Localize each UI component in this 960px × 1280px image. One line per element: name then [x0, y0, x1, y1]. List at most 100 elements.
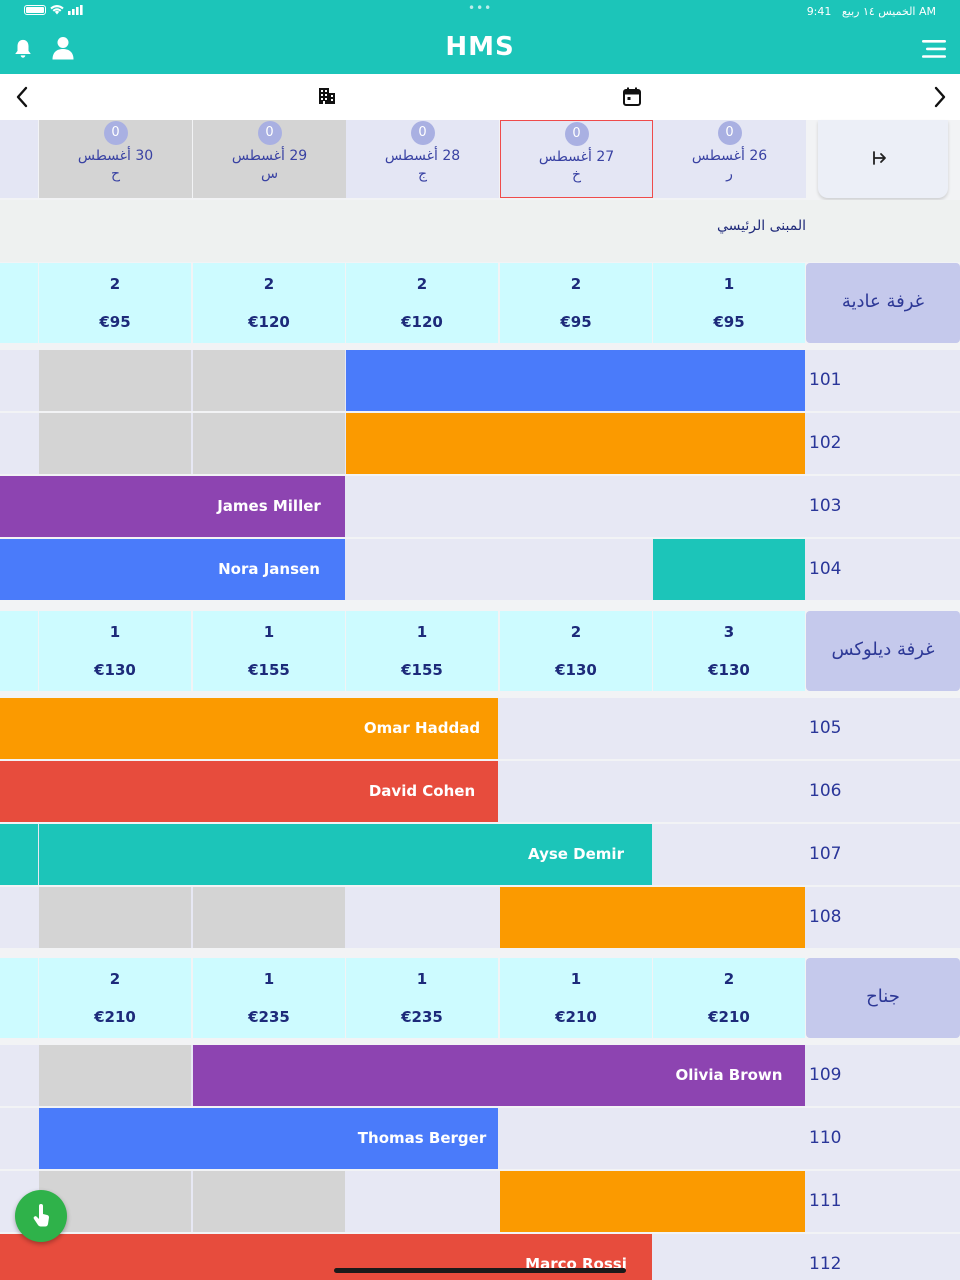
- room-day-cell[interactable]: [653, 1234, 805, 1280]
- floating-action-button[interactable]: [15, 1190, 67, 1242]
- room-row: 102: [0, 413, 960, 476]
- room-number[interactable]: 103: [806, 476, 960, 537]
- date-column-header[interactable]: 0 26 أغسطس ر: [653, 120, 806, 198]
- booking-bar[interactable]: James Miller: [0, 476, 345, 537]
- booking-bar[interactable]: [500, 1171, 805, 1232]
- availability-price-cell[interactable]: 1 €235: [346, 958, 498, 1038]
- room-type-row: 2 €210 1 €235 1 €235 1 €210 2 €210 جناح: [0, 958, 960, 1038]
- booking-bar[interactable]: Omar Haddad: [0, 698, 498, 759]
- room-number[interactable]: 112: [806, 1234, 960, 1280]
- availability-price-cell[interactable]: 2 €210: [653, 958, 805, 1038]
- available-count: 1: [723, 275, 735, 293]
- room-day-cell[interactable]: [653, 761, 805, 822]
- room-number[interactable]: 108: [806, 887, 960, 948]
- availability-price-cell[interactable]: 2 €130: [500, 611, 652, 691]
- booking-bar[interactable]: [653, 539, 805, 600]
- availability-price-cell[interactable]: 2 €210: [39, 958, 191, 1038]
- user-icon[interactable]: [52, 36, 74, 60]
- availability-price-cell[interactable]: 1 €155: [346, 611, 498, 691]
- room-day-cell[interactable]: [193, 350, 345, 411]
- room-day-cell[interactable]: [346, 539, 498, 600]
- room-day-cell[interactable]: [0, 887, 38, 948]
- room-number[interactable]: 105: [806, 698, 960, 759]
- booking-bar[interactable]: Ayse Demir: [39, 824, 652, 885]
- room-day-cell[interactable]: [39, 413, 191, 474]
- availability-price-cell[interactable]: 2 €95: [500, 263, 652, 343]
- booking-bar[interactable]: [0, 824, 38, 885]
- room-number[interactable]: 106: [806, 761, 960, 822]
- room-day-cell[interactable]: [0, 413, 38, 474]
- room-day-cell[interactable]: [653, 1108, 805, 1169]
- nightly-price: €95: [99, 313, 131, 331]
- booking-bar[interactable]: [346, 413, 805, 474]
- room-day-cell[interactable]: [193, 413, 345, 474]
- room-day-cell[interactable]: [500, 539, 652, 600]
- date-column-header[interactable]: 0 30 أغسطس ح: [39, 120, 192, 198]
- room-number[interactable]: 110: [806, 1108, 960, 1169]
- room-day-cell[interactable]: [346, 476, 498, 537]
- room-day-cell[interactable]: [653, 476, 805, 537]
- room-number[interactable]: 111: [806, 1171, 960, 1232]
- room-day-cell[interactable]: [500, 476, 652, 537]
- room-day-cell[interactable]: [39, 887, 191, 948]
- room-number[interactable]: 109: [806, 1045, 960, 1106]
- nightly-price: €210: [94, 1008, 136, 1026]
- room-day-cell[interactable]: [653, 698, 805, 759]
- room-number[interactable]: 107: [806, 824, 960, 885]
- room-day-cell[interactable]: [39, 350, 191, 411]
- status-time: 9:41 AM: [806, 5, 936, 18]
- room-day-cell[interactable]: [500, 698, 652, 759]
- date-column-header[interactable]: 0 27 أغسطس خ: [500, 120, 653, 198]
- menu-icon[interactable]: [922, 40, 946, 58]
- availability-price-cell[interactable]: 1 €130: [39, 611, 191, 691]
- room-day-cell[interactable]: [500, 761, 652, 822]
- multitask-dots[interactable]: •••: [468, 1, 493, 15]
- room-type-label: غرفة ديلوكس: [806, 611, 960, 691]
- room-day-cell[interactable]: [0, 1045, 38, 1106]
- room-day-cell[interactable]: [346, 887, 498, 948]
- collapse-sidebar-button[interactable]: [818, 120, 948, 198]
- room-day-cell[interactable]: [39, 1045, 191, 1106]
- date-weekday: ر: [726, 166, 733, 182]
- room-row: 111: [0, 1171, 960, 1234]
- available-count: 2: [416, 275, 428, 293]
- room-day-cell[interactable]: [0, 1108, 38, 1169]
- date-column-header[interactable]: 0 29 أغسطس س: [193, 120, 346, 198]
- date-column-header[interactable]: 0 28 أغسطس ج: [346, 120, 499, 198]
- chevron-right-icon[interactable]: [932, 86, 948, 108]
- nightly-price: €210: [555, 1008, 597, 1026]
- chevron-left-icon[interactable]: [14, 86, 30, 108]
- availability-price-cell[interactable]: 1 €210: [500, 958, 652, 1038]
- availability-price-cell[interactable]: 2 €95: [39, 263, 191, 343]
- room-day-cell[interactable]: [500, 1108, 652, 1169]
- booking-bar[interactable]: [500, 887, 805, 948]
- navigation-bar: [0, 74, 960, 120]
- availability-price-cell[interactable]: 2 €120: [193, 263, 345, 343]
- availability-price-cell[interactable]: 3 €130: [653, 611, 805, 691]
- bell-icon[interactable]: [12, 38, 34, 60]
- booking-bar[interactable]: [346, 350, 805, 411]
- booking-bar[interactable]: Nora Jansen: [0, 539, 345, 600]
- room-number[interactable]: 102: [806, 413, 960, 474]
- booking-bar[interactable]: Olivia Brown: [193, 1045, 805, 1106]
- room-number[interactable]: 101: [806, 350, 960, 411]
- availability-price-cell[interactable]: 2 €120: [346, 263, 498, 343]
- room-day-cell[interactable]: [653, 824, 805, 885]
- room-day-cell[interactable]: [193, 887, 345, 948]
- availability-price-cell[interactable]: 1 €235: [193, 958, 345, 1038]
- booking-bar[interactable]: Thomas Berger: [39, 1108, 498, 1169]
- room-number[interactable]: 104: [806, 539, 960, 600]
- nightly-price: €235: [248, 1008, 290, 1026]
- price-cell-edge: [0, 958, 38, 1038]
- room-day-cell[interactable]: [0, 350, 38, 411]
- nightly-price: €120: [401, 313, 443, 331]
- calendar-icon[interactable]: [623, 87, 641, 106]
- availability-price-cell[interactable]: 1 €95: [653, 263, 805, 343]
- guest-name: Ayse Demir: [528, 845, 624, 863]
- room-day-cell[interactable]: [346, 1171, 498, 1232]
- booking-bar[interactable]: David Cohen: [0, 761, 498, 822]
- availability-price-cell[interactable]: 1 €155: [193, 611, 345, 691]
- room-day-cell[interactable]: [193, 1171, 345, 1232]
- booking-bar[interactable]: Marco Rossi: [0, 1234, 652, 1280]
- building-icon[interactable]: [318, 87, 336, 105]
